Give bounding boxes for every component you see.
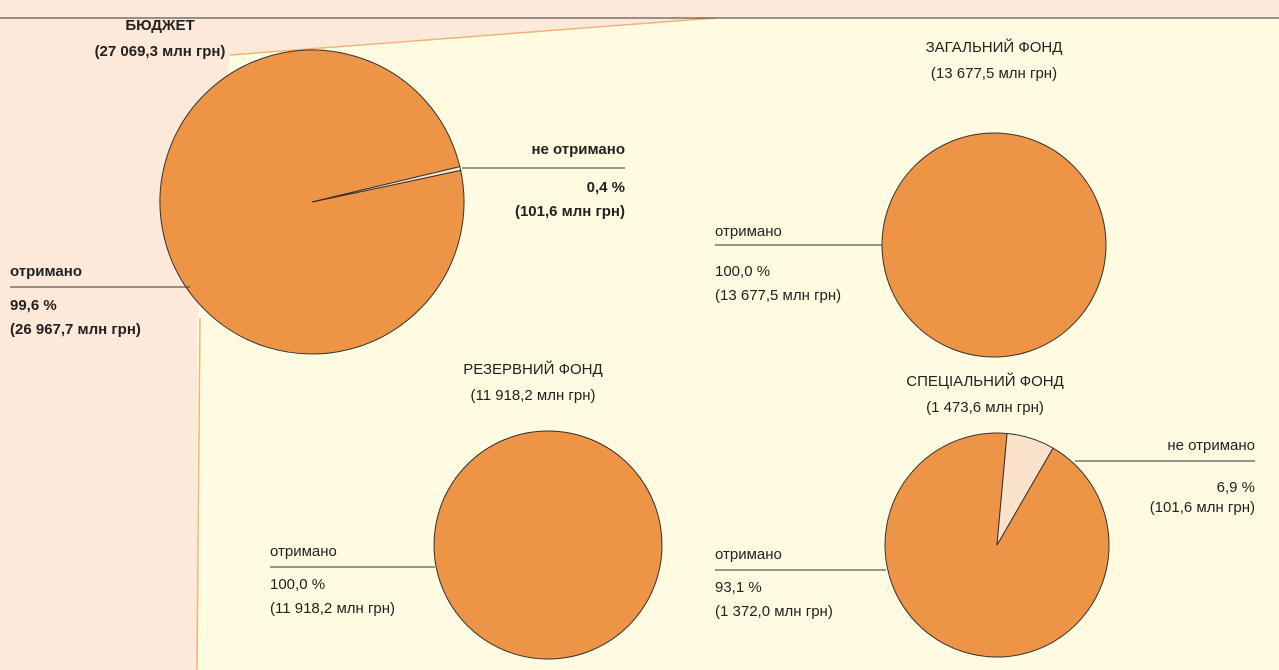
pie-slice	[996, 432, 1054, 546]
connector	[229, 17, 716, 56]
amount-label: (11 918,2 млн грн)	[270, 600, 395, 617]
value-label: 99,6 %	[10, 297, 57, 314]
value-label: 6,9 %	[1217, 479, 1255, 496]
chart-title: ЗАГАЛЬНИЙ ФОНД	[926, 38, 1063, 56]
value-label: 100,0 %	[715, 263, 770, 280]
connector	[196, 317, 201, 670]
chart-subtitle: (11 918,2 млн грн)	[470, 387, 595, 404]
amount-label: (101,6 млн грн)	[515, 203, 625, 220]
pie-slice	[881, 132, 1107, 358]
slice-label: отримано	[715, 546, 782, 563]
chart-subtitle: (27 069,3 млн грн)	[95, 43, 226, 60]
slice-label: отримано	[270, 543, 337, 560]
value-label: 100,0 %	[270, 576, 325, 593]
pie-slice	[433, 430, 663, 660]
amount-label: (101,6 млн грн)	[1150, 499, 1255, 516]
chart-subtitle: (13 677,5 млн грн)	[931, 65, 1057, 82]
amount-label: (26 967,7 млн грн)	[10, 321, 141, 338]
chart-title: СПЕЦІАЛЬНИЙ ФОНД	[906, 372, 1064, 390]
slice-label: отримано	[10, 263, 82, 280]
chart-title: БЮДЖЕТ	[125, 17, 194, 34]
pie-slice	[311, 166, 462, 203]
chart-title: РЕЗЕРВНИЙ ФОНД	[463, 360, 602, 378]
value-label: 0,4 %	[587, 179, 625, 196]
slice-label: не отримано	[531, 141, 625, 158]
chart-subtitle: (1 473,6 млн грн)	[926, 399, 1044, 416]
amount-label: (1 372,0 млн грн)	[715, 603, 833, 620]
slice-label: отримано	[715, 223, 782, 240]
amount-label: (13 677,5 млн грн)	[715, 287, 841, 304]
value-label: 93,1 %	[715, 579, 762, 596]
slice-label: не отримано	[1167, 437, 1255, 454]
